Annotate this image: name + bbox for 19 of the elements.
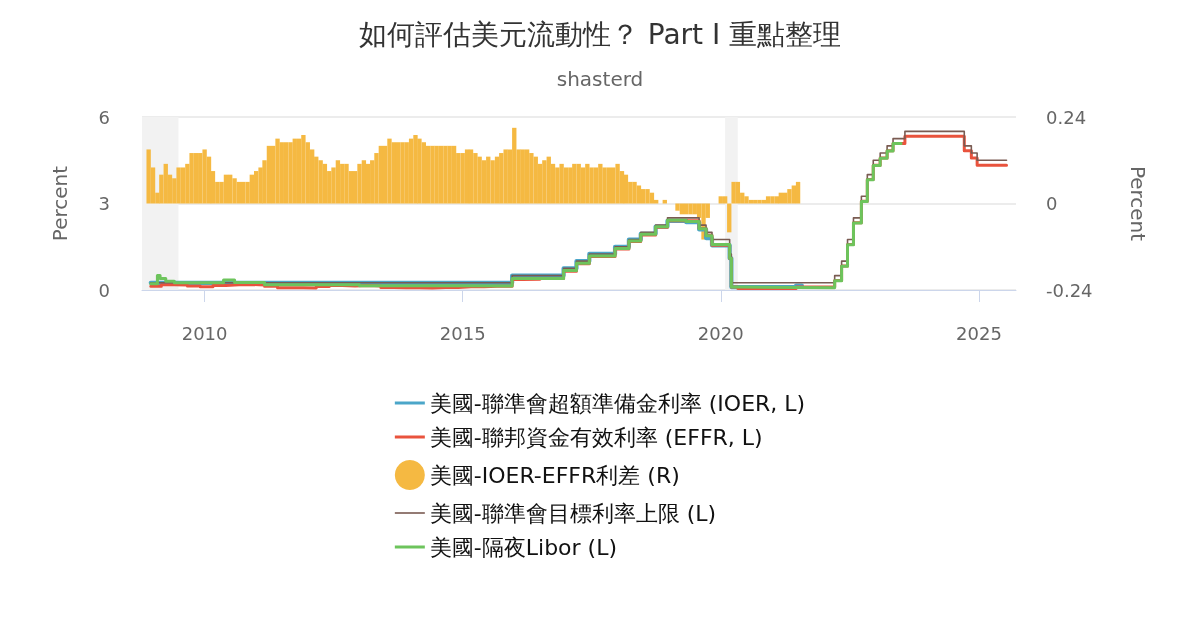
y-tick-label: 3 [98,193,110,214]
chart-title: 如何評估美元流動性？ Part I 重點整理 [358,17,842,51]
legend-label: 美國-聯準會目標利率上限 (L) [429,500,717,526]
chart-subtitle: shasterd [556,67,644,91]
legend-label: 美國-聯準會超額準備金利率 (IOER, L) [429,390,806,416]
y-tick-label: 6 [98,106,110,128]
legend-label: 美國-聯邦資金有效利率 (EFFR, L) [429,424,763,450]
legend-label: 美國-隔夜Libor (L) [429,534,618,560]
y-axis-title: Percent [48,165,72,242]
y2-axis-title: Percent [1126,165,1150,242]
y-tick-label: 0 [98,279,110,301]
y2-tick-label: -0.24 [1046,279,1093,301]
legend-label: 美國-IOER-EFFR利差 (R) [429,462,680,488]
x-tick-label: 2020 [697,322,744,344]
y2-tick-label: 0 [1046,193,1058,214]
x-tick-label: 2015 [439,322,486,344]
y2-tick-label: 0.24 [1046,106,1087,128]
x-tick-label: 2025 [956,322,1002,344]
x-tick-label: 2010 [181,322,228,344]
